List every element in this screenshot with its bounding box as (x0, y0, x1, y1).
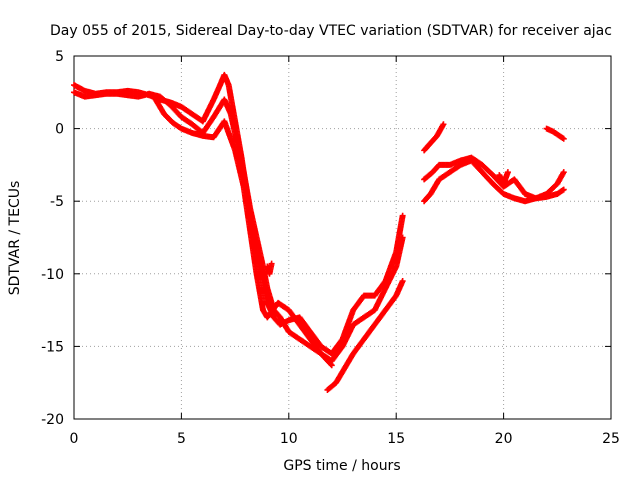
data-point-marker (440, 121, 447, 128)
y-axis-title: SDTVAR / TECUs (7, 181, 23, 296)
data-points (71, 71, 567, 393)
series-track-d (324, 278, 406, 393)
y-tick-label: 0 (55, 122, 64, 138)
x-tick-label: 10 (280, 431, 298, 447)
data-point-marker (504, 169, 511, 176)
x-tick-label: 20 (495, 431, 513, 447)
data-point-marker (560, 135, 567, 142)
series-track-a (71, 71, 406, 357)
y-tick-label: 5 (55, 49, 64, 65)
y-tick-label: -15 (41, 339, 64, 355)
x-tick-label: 0 (70, 431, 79, 447)
data-point-marker (399, 234, 406, 241)
data-point-marker (327, 361, 334, 368)
y-tick-label: -20 (41, 412, 64, 428)
y-tick-label: -10 (41, 267, 64, 283)
y-tick-labels: 5 0 -5 -10 -15 -20 (41, 49, 64, 428)
x-axis-title: GPS time / hours (283, 458, 400, 474)
series-track-g (421, 157, 567, 205)
x-tick-label: 5 (177, 431, 186, 447)
chart-title: Day 055 of 2015, Sidereal Day-to-day VTE… (50, 23, 612, 39)
series-track-i (543, 125, 567, 142)
grid-lines (74, 56, 611, 419)
axis-ticks (73, 55, 612, 420)
x-tick-label: 25 (602, 431, 620, 447)
x-tick-labels: 0 5 10 15 20 25 (70, 431, 620, 447)
data-point-marker (560, 169, 567, 176)
data-point-marker (328, 362, 335, 369)
data-point-marker (399, 278, 406, 285)
data-point-marker (560, 186, 567, 193)
plot-frame (73, 55, 612, 420)
series-track-e (264, 260, 275, 277)
y-tick-label: -5 (50, 194, 64, 210)
series-track-j (496, 169, 511, 187)
series-track-f (421, 121, 447, 154)
data-point-marker (399, 212, 406, 219)
series-track-c (152, 96, 335, 369)
data-point-marker (268, 260, 275, 267)
series-track-b (71, 89, 406, 364)
x-tick-label: 15 (387, 431, 405, 447)
